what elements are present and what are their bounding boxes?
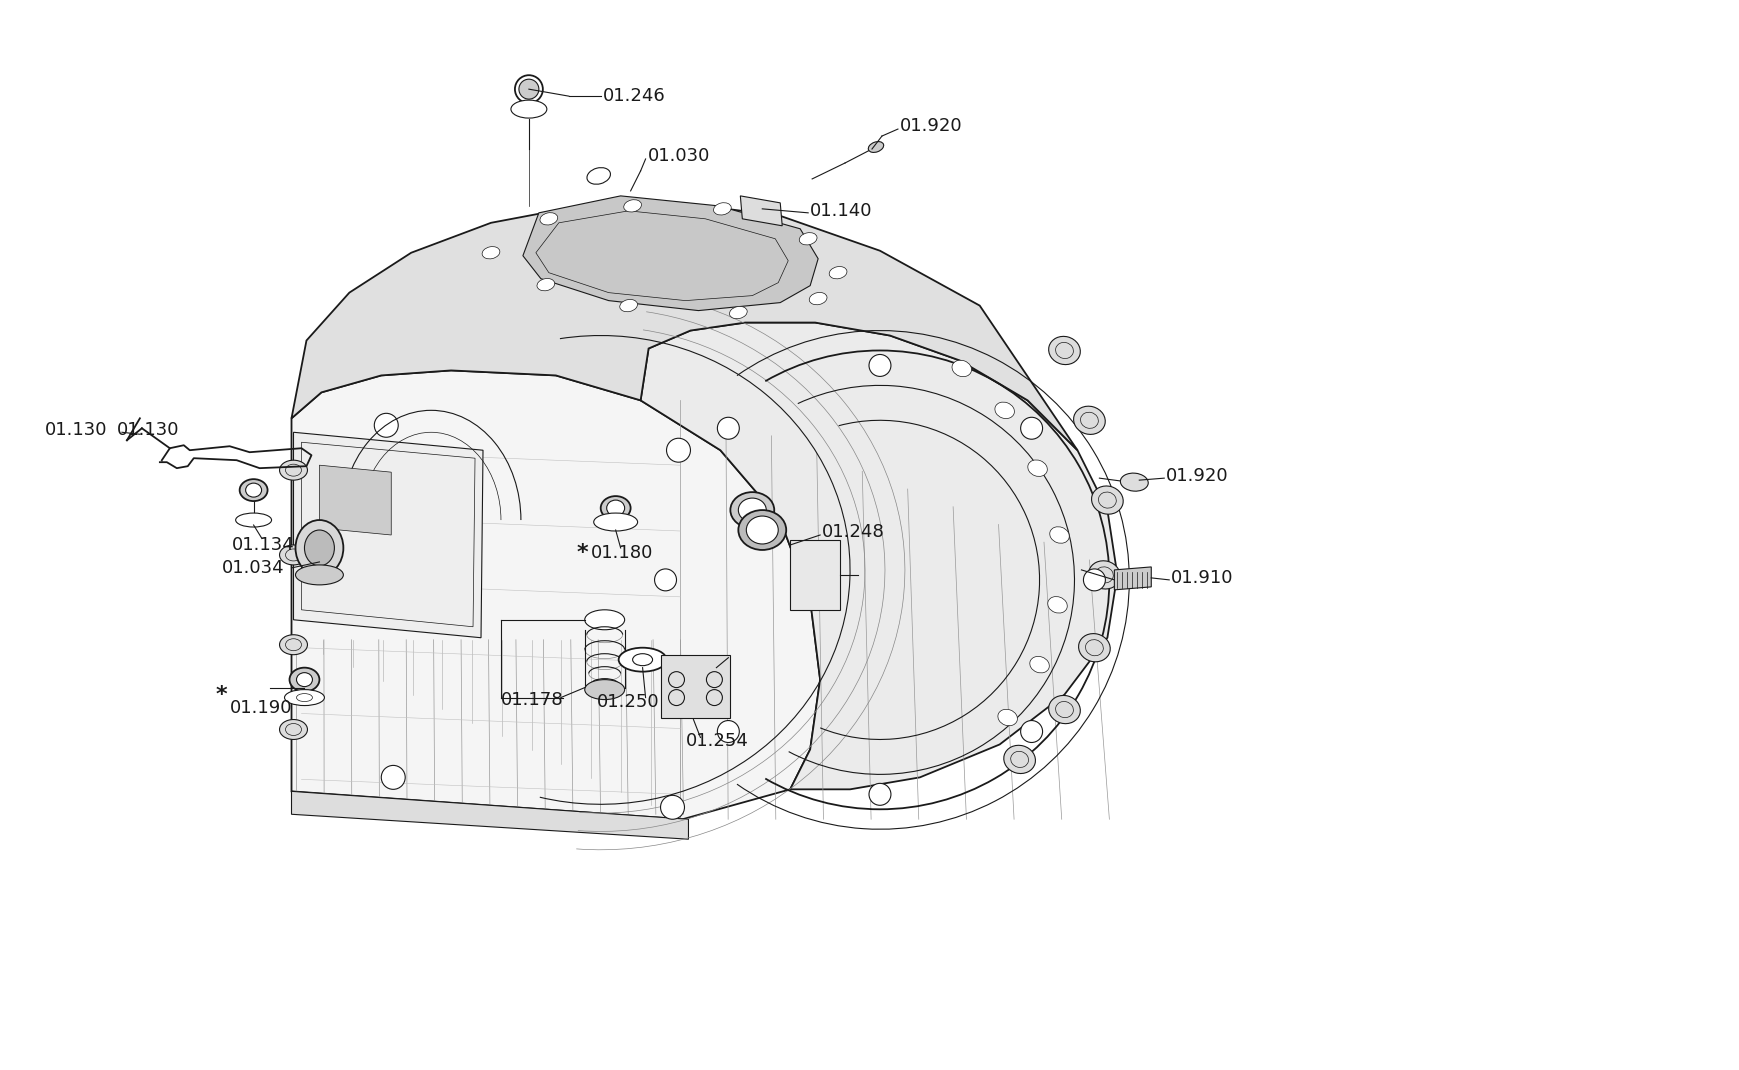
Ellipse shape xyxy=(1083,569,1104,591)
Polygon shape xyxy=(1113,567,1151,590)
Text: 01.134: 01.134 xyxy=(231,536,294,554)
Ellipse shape xyxy=(868,354,890,377)
Text: 01.130: 01.130 xyxy=(45,422,106,440)
Ellipse shape xyxy=(737,510,786,550)
Ellipse shape xyxy=(245,484,261,498)
Ellipse shape xyxy=(661,795,683,820)
Ellipse shape xyxy=(240,479,268,501)
Ellipse shape xyxy=(1078,633,1109,662)
Ellipse shape xyxy=(1120,473,1148,491)
Ellipse shape xyxy=(713,202,730,215)
Ellipse shape xyxy=(511,101,546,118)
Ellipse shape xyxy=(1073,407,1104,434)
Ellipse shape xyxy=(304,530,334,566)
Ellipse shape xyxy=(809,292,826,305)
Ellipse shape xyxy=(1090,486,1123,515)
Ellipse shape xyxy=(623,200,642,212)
Ellipse shape xyxy=(296,565,343,585)
Ellipse shape xyxy=(1049,336,1080,365)
Text: 01.254: 01.254 xyxy=(685,733,748,750)
Ellipse shape xyxy=(374,413,398,438)
Ellipse shape xyxy=(607,500,624,516)
Ellipse shape xyxy=(586,168,610,184)
Ellipse shape xyxy=(951,361,970,377)
Ellipse shape xyxy=(737,499,765,522)
Ellipse shape xyxy=(289,668,320,691)
Ellipse shape xyxy=(746,516,777,544)
Ellipse shape xyxy=(830,266,847,279)
Ellipse shape xyxy=(1089,561,1120,589)
Ellipse shape xyxy=(600,496,630,520)
Ellipse shape xyxy=(654,569,676,591)
Ellipse shape xyxy=(1029,656,1049,673)
Ellipse shape xyxy=(868,783,890,806)
Ellipse shape xyxy=(798,232,817,245)
Text: *: * xyxy=(216,685,228,704)
Ellipse shape xyxy=(1021,417,1042,439)
Ellipse shape xyxy=(995,402,1014,418)
Text: 01.140: 01.140 xyxy=(810,202,873,219)
Polygon shape xyxy=(292,370,819,820)
Ellipse shape xyxy=(381,765,405,790)
Polygon shape xyxy=(661,655,730,718)
Polygon shape xyxy=(739,196,783,226)
Ellipse shape xyxy=(593,513,636,531)
Polygon shape xyxy=(790,540,840,610)
Ellipse shape xyxy=(235,513,271,528)
Ellipse shape xyxy=(280,460,308,480)
Ellipse shape xyxy=(296,520,343,576)
Ellipse shape xyxy=(619,300,636,311)
Ellipse shape xyxy=(619,647,666,672)
Text: 01.920: 01.920 xyxy=(1165,468,1228,485)
Ellipse shape xyxy=(868,141,883,152)
Text: 01.920: 01.920 xyxy=(899,117,962,135)
Ellipse shape xyxy=(280,545,308,565)
Ellipse shape xyxy=(996,709,1017,725)
Ellipse shape xyxy=(515,75,543,103)
Ellipse shape xyxy=(482,246,499,259)
Ellipse shape xyxy=(666,439,690,462)
Ellipse shape xyxy=(285,689,323,705)
Ellipse shape xyxy=(1047,597,1066,613)
Ellipse shape xyxy=(584,610,624,630)
Polygon shape xyxy=(523,196,817,310)
Ellipse shape xyxy=(729,306,746,319)
Polygon shape xyxy=(294,432,483,638)
Polygon shape xyxy=(640,322,1116,790)
Text: 01.910: 01.910 xyxy=(1170,569,1233,586)
Text: 01.178: 01.178 xyxy=(501,690,563,708)
Text: 01.030: 01.030 xyxy=(647,147,710,165)
Ellipse shape xyxy=(280,719,308,739)
Ellipse shape xyxy=(730,492,774,528)
Text: 01.250: 01.250 xyxy=(596,692,659,710)
Ellipse shape xyxy=(1021,720,1042,743)
Text: 01.034: 01.034 xyxy=(221,559,283,577)
Ellipse shape xyxy=(518,79,539,100)
Ellipse shape xyxy=(280,635,308,655)
Ellipse shape xyxy=(716,720,739,743)
Ellipse shape xyxy=(296,673,313,687)
Polygon shape xyxy=(292,792,689,839)
Ellipse shape xyxy=(539,213,558,225)
Polygon shape xyxy=(320,465,391,535)
Text: 01.246: 01.246 xyxy=(602,87,664,105)
Text: 01.190: 01.190 xyxy=(230,699,292,717)
Ellipse shape xyxy=(537,278,555,291)
Ellipse shape xyxy=(716,417,739,439)
Ellipse shape xyxy=(584,679,624,700)
Ellipse shape xyxy=(1003,746,1035,774)
Polygon shape xyxy=(292,203,1076,450)
Ellipse shape xyxy=(1028,460,1047,476)
Text: 01.248: 01.248 xyxy=(821,523,885,541)
Ellipse shape xyxy=(1049,526,1069,544)
Text: 01.130: 01.130 xyxy=(117,422,179,440)
Text: 01.180: 01.180 xyxy=(590,544,652,562)
Text: *: * xyxy=(576,542,588,563)
Ellipse shape xyxy=(1049,696,1080,723)
